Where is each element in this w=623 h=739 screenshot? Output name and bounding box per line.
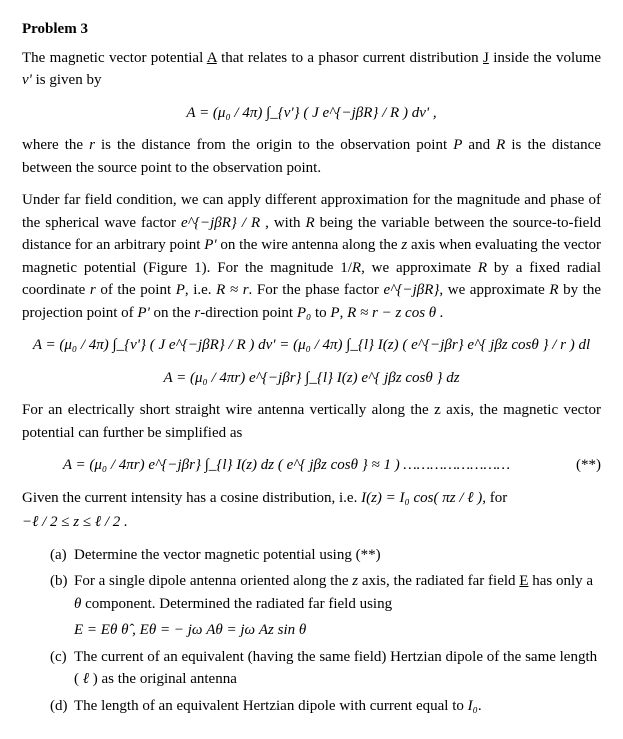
sym-Rapprox: R ≈ r − z cos θ . <box>347 305 444 321</box>
txt: -direction point <box>200 305 297 321</box>
sym-wave: e^{−jβR} / R <box>181 215 260 231</box>
sym-Rr: R ≈ r <box>216 282 248 298</box>
sym-I0: I₀ <box>468 698 478 714</box>
short-wire-paragraph: For an electrically short straight wire … <box>22 399 601 444</box>
equation-b: E = Eθ θ̂ , Eθ = − jω Aθ = jω Az sin θ <box>74 619 601 642</box>
txt: , we approximate <box>361 260 478 276</box>
txt: , <box>340 305 348 321</box>
intro-paragraph-1: The magnetic vector potential A that rel… <box>22 47 601 92</box>
txt: that relates to a phasor current distrib… <box>217 50 483 66</box>
question-c: (c) The current of an equivalent (having… <box>50 646 601 691</box>
equation-4: A = (μ₀ / 4πr) e^{−jβr} ∫_{l} I(z) dz ( … <box>22 454 551 477</box>
txt: is the distance from the origin to the o… <box>95 137 453 153</box>
farfield-paragraph: Under far field condition, we can apply … <box>22 189 601 324</box>
text-d: The length of an equivalent Hertzian dip… <box>74 695 601 718</box>
txt: , we approximate <box>439 282 549 298</box>
sym-phase: e^{−jβR} <box>384 282 440 298</box>
equation-4-tag: (**) <box>551 454 601 477</box>
txt: to <box>311 305 330 321</box>
txt: , i.e. <box>185 282 216 298</box>
txt: axis, the radiated far field <box>358 573 519 589</box>
txt: component. Determined the radiated far f… <box>81 596 392 612</box>
sym-vprime: v' <box>22 72 32 88</box>
txt: on the wire antenna along the <box>217 237 402 253</box>
txt: inside the volume <box>489 50 601 66</box>
current-dist-paragraph: Given the current intensity has a cosine… <box>22 487 601 510</box>
txt: , for <box>482 490 507 506</box>
txt: ) as the original antenna <box>89 671 237 687</box>
question-list: (a) Determine the vector magnetic potent… <box>22 544 601 718</box>
intro-paragraph-2: where the r is the distance from the ori… <box>22 134 601 179</box>
txt: , with <box>260 215 305 231</box>
sym-R: R <box>352 260 361 276</box>
label-b: (b) <box>50 570 74 642</box>
label-c: (c) <box>50 646 74 691</box>
sym-R: R <box>549 282 558 298</box>
txt: has only a <box>528 573 593 589</box>
question-d: (d) The length of an equivalent Hertzian… <box>50 695 601 718</box>
sym-R: R <box>496 137 505 153</box>
text-b: For a single dipole antenna oriented alo… <box>74 570 601 642</box>
sym-Iz: I(z) = I₀ cos( πz / ℓ ) <box>361 490 482 506</box>
txt: The length of an equivalent Hertzian dip… <box>74 698 468 714</box>
equation-1: A = (μ₀ / 4π) ∫_{v'} ( J e^{−jβR} / R ) … <box>22 102 601 125</box>
sym-P: P <box>453 137 462 153</box>
problem-title: Problem 3 <box>22 18 601 41</box>
sym-P0: P₀ <box>297 305 311 321</box>
label-d: (d) <box>50 695 74 718</box>
question-b: (b) For a single dipole antenna oriented… <box>50 570 601 642</box>
txt: Given the current intensity has a cosine… <box>22 490 361 506</box>
question-a: (a) Determine the vector magnetic potent… <box>50 544 601 567</box>
z-range: −ℓ / 2 ≤ z ≤ ℓ / 2 . <box>22 511 601 534</box>
sym-R: R <box>478 260 487 276</box>
txt: . For the phase factor <box>249 282 384 298</box>
txt: of the point <box>96 282 176 298</box>
equation-4-row: A = (μ₀ / 4πr) e^{−jβr} ∫_{l} I(z) dz ( … <box>22 454 601 477</box>
txt: The magnetic vector potential <box>22 50 207 66</box>
sym-P: P <box>176 282 185 298</box>
sym-Pprime: P' <box>137 305 149 321</box>
txt: where the <box>22 137 89 153</box>
text-c: The current of an equivalent (having the… <box>74 646 601 691</box>
txt: and <box>462 137 496 153</box>
sym-P: P <box>330 305 339 321</box>
txt: on the <box>150 305 195 321</box>
equation-2: A = (μ₀ / 4π) ∫_{v'} ( J e^{−jβR} / R ) … <box>22 334 601 357</box>
equation-3: A = (μ₀ / 4πr) e^{−jβr} ∫_{l} I(z) e^{ j… <box>22 367 601 390</box>
sym-A: A <box>207 50 217 66</box>
sym-R: R <box>305 215 314 231</box>
text-a: Determine the vector magnetic potential … <box>74 544 601 567</box>
label-a: (a) <box>50 544 74 567</box>
sym-Pprime: P' <box>204 237 216 253</box>
txt: is given by <box>32 72 102 88</box>
txt: For a single dipole antenna oriented alo… <box>74 573 352 589</box>
